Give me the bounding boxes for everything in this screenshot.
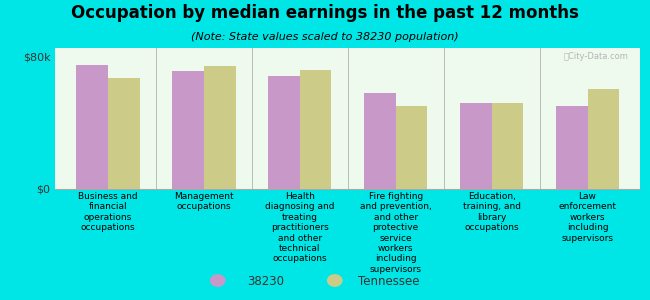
Text: ⓉCity-Data.com: ⓉCity-Data.com — [564, 52, 629, 61]
Bar — [396, 106, 427, 189]
Bar — [491, 103, 523, 189]
Bar — [172, 71, 204, 189]
Text: Law
enforcement
workers
including
supervisors: Law enforcement workers including superv… — [558, 192, 616, 243]
Text: (Note: State values scaled to 38230 population): (Note: State values scaled to 38230 popu… — [191, 32, 459, 41]
Text: Occupation by median earnings in the past 12 months: Occupation by median earnings in the pas… — [71, 4, 579, 22]
Text: Education,
training, and
library
occupations: Education, training, and library occupat… — [463, 192, 521, 232]
Text: Fire fighting
and prevention,
and other
protective
service
workers
including
sup: Fire fighting and prevention, and other … — [360, 192, 432, 274]
Bar — [268, 76, 300, 189]
Text: Tennessee: Tennessee — [358, 275, 419, 288]
Text: Business and
financial
operations
occupations: Business and financial operations occupa… — [78, 192, 138, 232]
Bar — [204, 66, 235, 189]
Bar — [364, 93, 396, 189]
Bar — [588, 89, 619, 189]
Bar — [300, 70, 332, 189]
Text: 38230: 38230 — [247, 275, 284, 288]
Bar — [556, 106, 588, 189]
Bar — [108, 78, 140, 189]
Bar — [76, 64, 108, 189]
Text: Health
diagnosing and
treating
practitioners
and other
technical
occupations: Health diagnosing and treating practitio… — [265, 192, 335, 263]
Text: Management
occupations: Management occupations — [174, 192, 234, 212]
Bar — [460, 103, 491, 189]
